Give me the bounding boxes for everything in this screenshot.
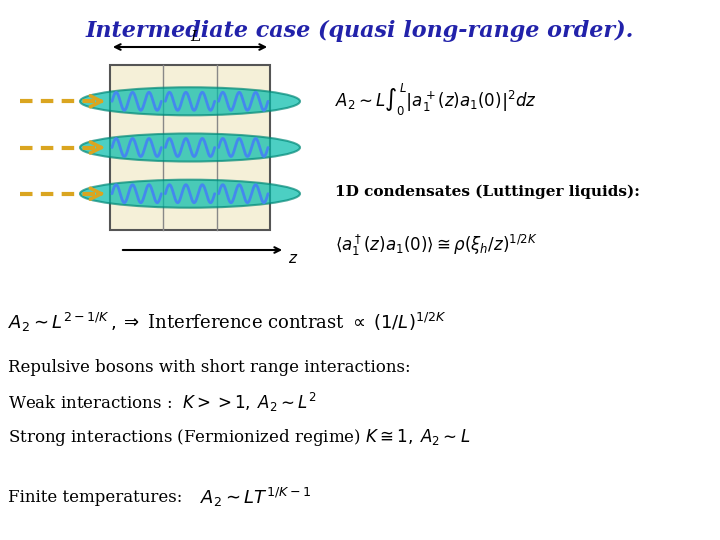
Text: 1D condensates (Luttinger liquids):: 1D condensates (Luttinger liquids):	[335, 185, 640, 199]
Bar	[110, 65, 270, 230]
Ellipse shape	[80, 180, 300, 208]
Text: Weak interactions :  $K >> 1,\; A_2{\sim}L^2$: Weak interactions : $K >> 1,\; A_2{\sim}…	[8, 390, 316, 414]
Text: Repulsive bosons with short range interactions:: Repulsive bosons with short range intera…	[8, 359, 410, 375]
Ellipse shape	[80, 87, 300, 116]
Text: L: L	[190, 30, 200, 44]
Text: $z$: $z$	[288, 252, 298, 266]
Text: Strong interactions (Fermionized regime) $K \cong 1,\; A_2{\sim}L$: Strong interactions (Fermionized regime)…	[8, 427, 470, 448]
Text: Finite temperatures:: Finite temperatures:	[8, 489, 182, 505]
Text: $A_2 \sim LT^{1/K-1}$: $A_2 \sim LT^{1/K-1}$	[200, 485, 311, 509]
Ellipse shape	[80, 133, 300, 161]
Text: Intermediate case (quasi long-range order).: Intermediate case (quasi long-range orde…	[86, 20, 634, 42]
Text: $A_2 \sim L\int_0^L\left|a_1^+(z)a_1(0)\right|^2 dz$: $A_2 \sim L\int_0^L\left|a_1^+(z)a_1(0)\…	[335, 82, 537, 118]
Text: $A_2 \sim L^{2-1/K}\,,\Rightarrow$ Interference contrast $\propto\;(1/L)^{1/2K}$: $A_2 \sim L^{2-1/K}\,,\Rightarrow$ Inter…	[8, 310, 446, 334]
Text: $\langle a_1^\dagger(z)a_1(0)\rangle \cong \rho\left(\xi_h/z\right)^{1/2K}$: $\langle a_1^\dagger(z)a_1(0)\rangle \co…	[335, 232, 537, 258]
